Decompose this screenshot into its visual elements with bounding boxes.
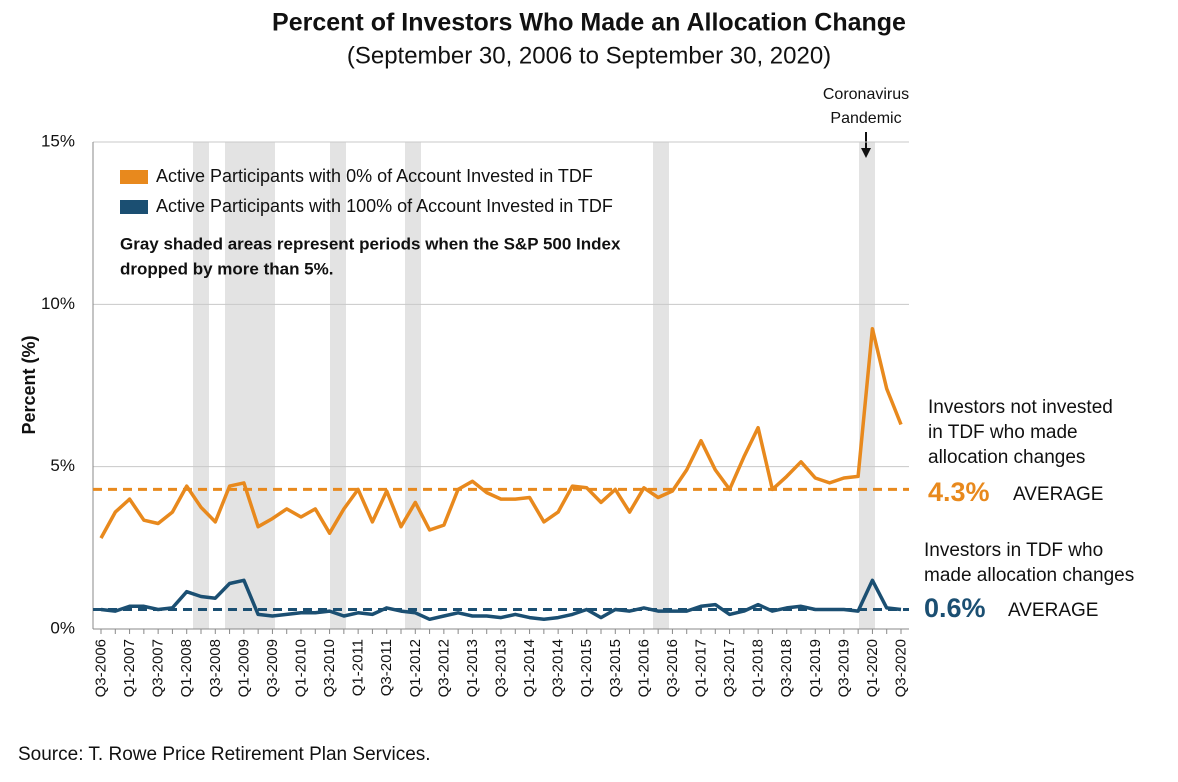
- legend-swatch: [120, 170, 148, 184]
- average-annotation: made allocation changes: [924, 565, 1134, 586]
- x-tick-label: Q1-2009: [235, 639, 252, 697]
- x-tick-label: Q3-2013: [493, 639, 510, 697]
- legend-swatch: [120, 200, 148, 214]
- x-tick-label: Q3-2018: [778, 639, 795, 697]
- x-tick-label: Q1-2016: [635, 639, 652, 697]
- x-tick-label: Q3-2008: [207, 639, 224, 697]
- x-tick-label: Q3-2006: [93, 639, 110, 697]
- event-label: Pandemic: [830, 110, 901, 127]
- x-tick-label: Q1-2012: [407, 639, 424, 697]
- x-tick-label: Q3-2009: [264, 639, 281, 697]
- x-tick-label: Q1-2018: [750, 639, 767, 697]
- shaded-period: [653, 142, 669, 629]
- y-tick-label: 15%: [41, 131, 75, 150]
- shaded-period: [193, 142, 209, 629]
- source: Source: T. Rowe Price Retirement Plan Se…: [18, 744, 431, 765]
- x-tick-label: Q1-2013: [464, 639, 481, 697]
- average-text: AVERAGE: [1008, 600, 1098, 621]
- y-axis-label: Percent (%): [19, 335, 39, 434]
- x-tick-label: Q3-2010: [321, 639, 338, 697]
- x-tick-label: Q1-2019: [807, 639, 824, 697]
- x-tick-label: Q3-2020: [893, 639, 910, 697]
- x-tick-label: Q3-2017: [721, 639, 738, 697]
- note: dropped by more than 5%.: [120, 259, 333, 278]
- average-annotation: Investors not invested: [928, 397, 1113, 418]
- x-tick-label: Q1-2007: [121, 639, 138, 697]
- event-arrowhead: [861, 148, 871, 158]
- x-tick-label: Q1-2014: [521, 639, 538, 697]
- x-tick-label: Q3-2007: [150, 639, 167, 697]
- x-tick-label: Q1-2010: [293, 639, 310, 697]
- x-tick-label: Q1-2015: [578, 639, 595, 697]
- x-tick-label: Q1-2008: [178, 639, 195, 697]
- x-tick-label: Q3-2016: [664, 639, 681, 697]
- y-tick-label: 5%: [50, 456, 75, 475]
- shaded-period: [330, 142, 346, 629]
- average-annotation: in TDF who made: [928, 422, 1078, 443]
- x-tick-label: Q3-2019: [835, 639, 852, 697]
- series-line: [100, 578, 902, 622]
- x-tick-label: Q3-2011: [378, 639, 395, 696]
- series-line: [99, 326, 903, 539]
- average-text: AVERAGE: [1013, 484, 1103, 505]
- x-tick-label: Q1-2011: [350, 639, 367, 696]
- average-annotation: Investors in TDF who: [924, 540, 1103, 561]
- x-tick-label: Q3-2014: [550, 639, 567, 697]
- average-value: 0.6%: [924, 593, 986, 623]
- x-tick-label: Q3-2015: [607, 639, 624, 697]
- x-tick-label: Q1-2020: [864, 639, 881, 697]
- y-tick-label: 10%: [41, 294, 75, 313]
- legend-label: Active Participants with 0% of Account I…: [156, 166, 593, 186]
- chart-title: Percent of Investors Who Made an Allocat…: [272, 9, 906, 37]
- average-annotation: allocation changes: [928, 447, 1085, 468]
- note: Gray shaded areas represent periods when…: [120, 234, 621, 253]
- shaded-period: [225, 142, 275, 629]
- y-tick-label: 0%: [50, 618, 75, 637]
- x-tick-label: Q3-2012: [435, 639, 452, 697]
- x-tick-label: Q1-2017: [693, 639, 710, 697]
- event-label: Coronavirus: [823, 86, 909, 103]
- chart-subtitle: (September 30, 2006 to September 30, 202…: [347, 42, 831, 69]
- legend-label: Active Participants with 100% of Account…: [156, 196, 613, 216]
- average-value: 4.3%: [928, 477, 990, 507]
